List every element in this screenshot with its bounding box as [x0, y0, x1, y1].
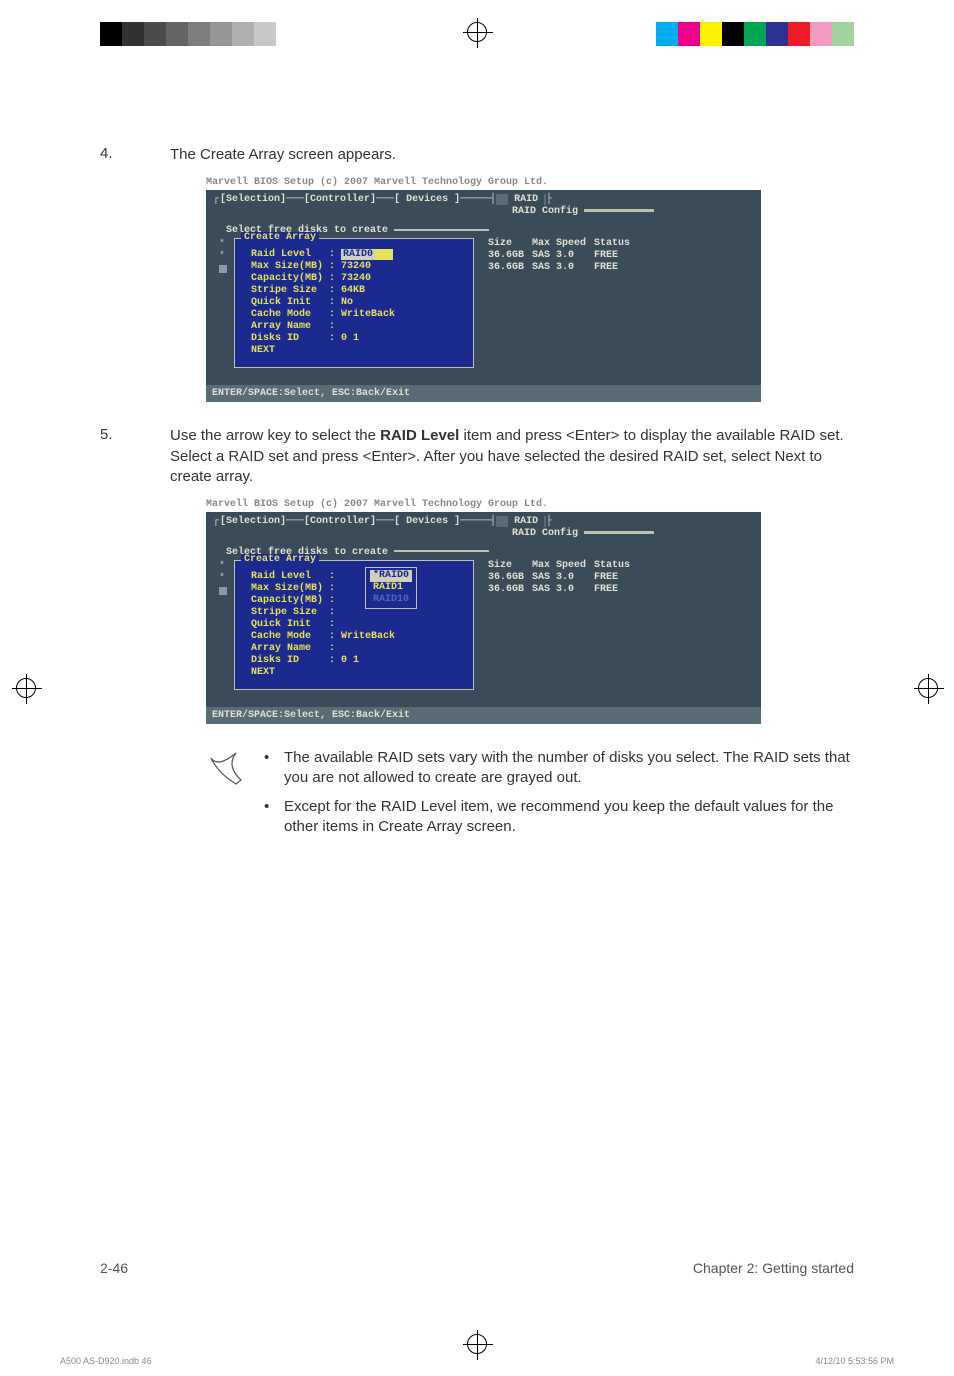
capacity-row: Capacity(MB) : 73240: [251, 273, 463, 285]
bios-footer-1: ENTER/SPACE:Select, ESC:Back/Exit: [206, 385, 761, 402]
page-number: 2-46: [100, 1260, 128, 1276]
registration-mark-top: [467, 22, 487, 42]
raid-config-label: RAID Config: [512, 206, 755, 217]
disk-cell: FREE: [594, 250, 638, 262]
create-array-title: Create Array: [241, 232, 319, 243]
disk-cell: SAS 3.0: [532, 262, 594, 274]
raid-level-row: Raid Level : RAID0: [251, 249, 463, 261]
note-item-2: Except for the RAID Level item, we recom…: [264, 797, 854, 838]
disk-cell: 36.6GB: [488, 250, 532, 262]
bios-screenshot-2: Marvell BIOS Setup (c) 2007 Marvell Tech…: [206, 499, 761, 724]
raid-config-label-2: RAID Config: [512, 528, 755, 539]
registration-mark-right: [918, 678, 938, 698]
step-5-number: 5.: [100, 426, 140, 487]
note-block: The available RAID sets vary with the nu…: [206, 748, 854, 845]
disk-col-speed: Max Speed: [532, 238, 594, 250]
step-4-number: 4.: [100, 145, 140, 165]
tab-devices: [ Devices ]: [394, 194, 460, 205]
bios-tabs: ┌[Selection]───[Controller]───[ Devices …: [212, 194, 755, 205]
disk-cell: SAS 3.0: [532, 250, 594, 262]
cache-mode-row: Cache Mode : WriteBack: [251, 309, 463, 321]
bios-title-2: Marvell BIOS Setup (c) 2007 Marvell Tech…: [206, 499, 761, 510]
raid-level-row-2: Raid Level :: [251, 571, 463, 583]
step-4-text: The Create Array screen appears.: [170, 145, 854, 165]
bios-body-1: ┌[Selection]───[Controller]───[ Devices …: [206, 190, 761, 385]
stripe-size-row-2: Stripe Size :: [251, 607, 463, 619]
tab-raid: RAID: [508, 194, 544, 205]
color-bar-gray: [100, 22, 276, 46]
create-array-panel-2: ** Create Array Raid Level : Max Size(MB…: [234, 560, 474, 690]
array-name-row: Array Name :: [251, 321, 463, 333]
raid-option-raid1[interactable]: RAID1: [370, 582, 412, 594]
disk-selection-stars-2: **: [219, 561, 227, 600]
note-item-1: The available RAID sets vary with the nu…: [264, 748, 854, 789]
create-array-panel-1: ** Create Array Raid Level : RAID0 Max S…: [234, 238, 474, 368]
stripe-size-row: Stripe Size : 64KB: [251, 285, 463, 297]
tab-selection: [Selection]: [220, 194, 286, 205]
print-file: A500 AS-D920.indb 46: [60, 1356, 152, 1366]
chapter-title: Chapter 2: Getting started: [693, 1260, 854, 1276]
raid-option-raid10: RAID10: [370, 594, 412, 606]
disk-col-size: Size: [488, 238, 532, 250]
max-size-row: Max Size(MB) : 73240: [251, 261, 463, 273]
bios-tabs-2: ┌[Selection]───[Controller]───[ Devices …: [212, 516, 755, 527]
next-row: NEXT: [251, 345, 463, 357]
bios-screenshot-1: Marvell BIOS Setup (c) 2007 Marvell Tech…: [206, 177, 761, 402]
disk-table-1: SizeMax SpeedStatus 36.6GBSAS 3.0FREE 36…: [488, 238, 638, 368]
create-array-title-2: Create Array: [241, 554, 319, 565]
registration-mark-bottom: [467, 1334, 487, 1354]
capacity-row-2: Capacity(MB) :: [251, 595, 463, 607]
raid-option-raid0[interactable]: *RAID0: [370, 570, 412, 582]
step-5: 5. Use the arrow key to select the RAID …: [100, 426, 854, 487]
bios-title: Marvell BIOS Setup (c) 2007 Marvell Tech…: [206, 177, 761, 188]
disks-id-row: Disks ID : 0 1: [251, 333, 463, 345]
disk-cell: FREE: [594, 262, 638, 274]
disk-cell: 36.6GB: [488, 262, 532, 274]
step-5-text: Use the arrow key to select the RAID Lev…: [170, 426, 854, 487]
raid-level-dropdown[interactable]: *RAID0 RAID1 RAID10: [365, 567, 417, 609]
print-timestamp: 4/12/10 5:53:56 PM: [815, 1356, 894, 1366]
note-list: The available RAID sets vary with the nu…: [264, 748, 854, 845]
pen-icon: [206, 748, 246, 845]
color-bar-cmyk: [656, 22, 854, 46]
print-slug: A500 AS-D920.indb 46 4/12/10 5:53:56 PM: [60, 1356, 894, 1366]
disk-col-status: Status: [594, 238, 638, 250]
array-name-row-2: Array Name :: [251, 643, 463, 655]
disk-selection-stars: **: [219, 239, 227, 278]
cache-mode-row-2: Cache Mode : WriteBack: [251, 631, 463, 643]
bios-body-2: ┌[Selection]───[Controller]───[ Devices …: [206, 512, 761, 707]
quick-init-row: Quick Init : No: [251, 297, 463, 309]
step-4: 4. The Create Array screen appears.: [100, 145, 854, 165]
page-content: 4. The Create Array screen appears. Marv…: [60, 60, 894, 1316]
next-row-2: NEXT: [251, 667, 463, 679]
quick-init-row-2: Quick Init :: [251, 619, 463, 631]
disk-table-2: SizeMax SpeedStatus 36.6GBSAS 3.0FREE 36…: [488, 560, 638, 690]
bios-footer-2: ENTER/SPACE:Select, ESC:Back/Exit: [206, 707, 761, 724]
disks-id-row-2: Disks ID : 0 1: [251, 655, 463, 667]
registration-mark-left: [16, 678, 36, 698]
max-size-row-2: Max Size(MB) :: [251, 583, 463, 595]
page-footer: 2-46 Chapter 2: Getting started: [100, 1260, 854, 1276]
tab-controller: [Controller]: [304, 194, 376, 205]
